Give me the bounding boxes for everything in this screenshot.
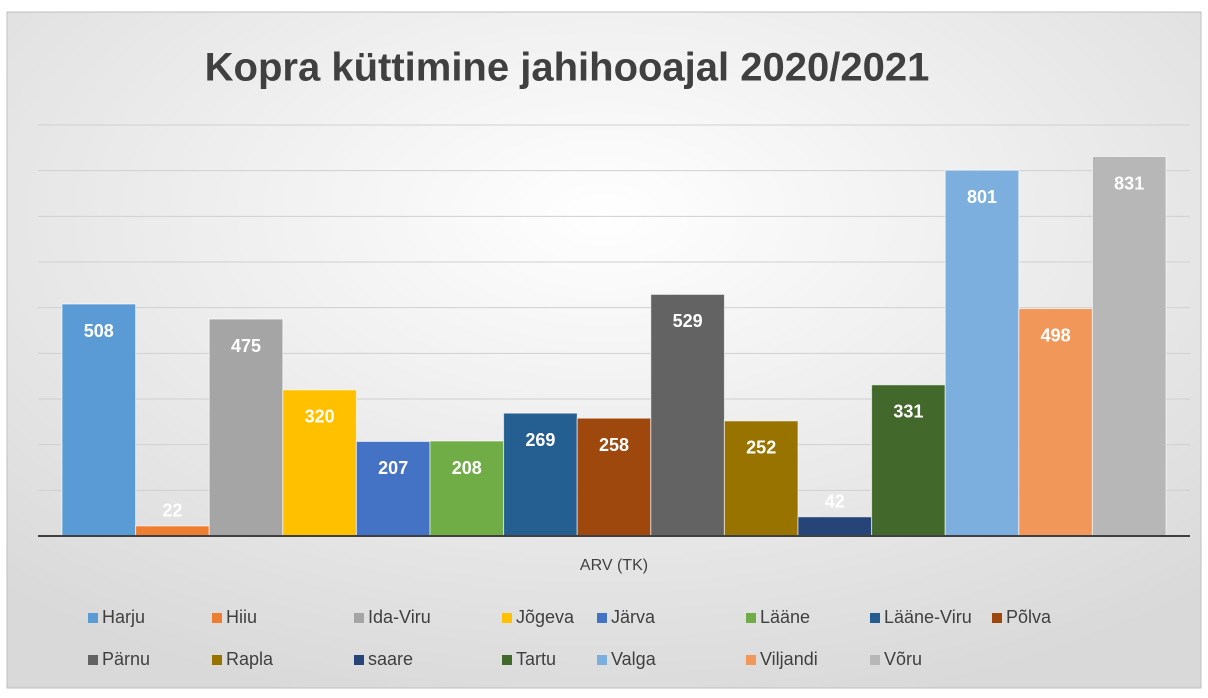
legend-label: Valga — [611, 649, 657, 669]
bar — [723, 420, 799, 537]
data-label: 269 — [525, 430, 555, 450]
data-label: 258 — [599, 435, 629, 455]
legend-swatch — [212, 655, 222, 665]
bar — [503, 412, 578, 537]
legend-swatch — [354, 655, 364, 665]
legend-label: Võru — [884, 649, 922, 669]
data-label: 831 — [1114, 173, 1144, 193]
data-label: 252 — [746, 438, 776, 458]
data-label: 208 — [452, 458, 482, 478]
data-label: 801 — [967, 187, 997, 207]
legend-label: Viljandi — [760, 649, 818, 669]
legend-label: Järva — [611, 607, 656, 627]
legend-swatch — [88, 613, 98, 623]
bar — [1018, 308, 1093, 537]
data-label: 508 — [84, 321, 114, 341]
legend-swatch — [597, 655, 607, 665]
legend-swatch — [354, 613, 364, 623]
data-label: 207 — [378, 458, 408, 478]
legend-label: Põlva — [1006, 607, 1052, 627]
legend-label: Pärnu — [102, 649, 150, 669]
legend-swatch — [746, 613, 756, 623]
data-label: 320 — [305, 407, 335, 427]
legend-label: Harju — [102, 607, 145, 627]
bar — [355, 440, 431, 537]
bar — [650, 293, 725, 537]
bar — [871, 384, 946, 537]
legend-swatch — [870, 655, 880, 665]
data-label: 529 — [673, 311, 703, 331]
legend-swatch — [502, 613, 512, 623]
legend-label: Ida-Viru — [368, 607, 431, 627]
legend-label: saare — [368, 649, 413, 669]
legend-swatch — [88, 655, 98, 665]
data-label: 42 — [825, 492, 845, 512]
bar — [576, 417, 652, 537]
legend-swatch — [212, 613, 222, 623]
bar — [944, 169, 1020, 537]
legend-swatch — [992, 613, 1002, 623]
bar — [61, 303, 137, 537]
bar — [429, 440, 505, 537]
bar — [1091, 156, 1167, 537]
legend-label: Lääne — [760, 607, 810, 627]
legend-label: Jõgeva — [516, 607, 575, 627]
legend-swatch — [502, 655, 512, 665]
legend-label: Rapla — [226, 649, 274, 669]
bar — [797, 516, 873, 537]
data-label: 331 — [893, 402, 923, 422]
legend-label: Hiiu — [226, 607, 257, 627]
x-tick-label: ARV (TK) — [580, 557, 648, 574]
legend-label: Tartu — [516, 649, 556, 669]
data-label: 22 — [162, 501, 182, 521]
legend-swatch — [746, 655, 756, 665]
bar — [282, 389, 357, 537]
legend-swatch — [870, 613, 880, 623]
bar — [135, 525, 210, 537]
legend-swatch — [597, 613, 607, 623]
legend-label: Lääne-Viru — [884, 607, 972, 627]
data-label: 498 — [1041, 325, 1071, 345]
data-label: 475 — [231, 336, 261, 356]
chart-title: Kopra küttimine jahihooajal 2020/2021 — [205, 46, 930, 90]
